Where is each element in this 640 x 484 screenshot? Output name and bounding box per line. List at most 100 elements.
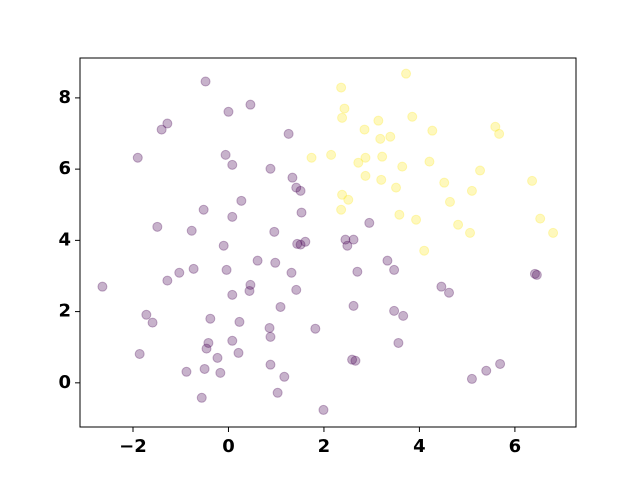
- point: [444, 287, 455, 298]
- y-tick-label: 4: [58, 229, 71, 250]
- point: [535, 213, 546, 224]
- y-tick-label: 0: [58, 372, 71, 393]
- point: [389, 264, 400, 275]
- point: [227, 159, 238, 170]
- point: [494, 128, 505, 139]
- point: [398, 310, 409, 321]
- point: [227, 289, 238, 300]
- point: [348, 234, 359, 245]
- point: [283, 128, 294, 139]
- point: [236, 195, 247, 206]
- point: [337, 189, 348, 200]
- point: [221, 264, 232, 275]
- point: [203, 337, 214, 348]
- point: [272, 387, 283, 398]
- x-tick-label: −2: [119, 436, 147, 457]
- point: [156, 124, 167, 135]
- point: [218, 240, 229, 251]
- point: [223, 106, 234, 117]
- point: [174, 267, 185, 278]
- point: [287, 172, 298, 183]
- point: [244, 285, 255, 296]
- point: [339, 103, 350, 114]
- point: [353, 157, 364, 168]
- point: [466, 373, 477, 384]
- point: [162, 118, 173, 129]
- point: [326, 149, 337, 160]
- point: [529, 268, 540, 279]
- point: [141, 309, 152, 320]
- point: [393, 337, 404, 348]
- point: [337, 112, 348, 123]
- point: [227, 335, 238, 346]
- point: [343, 194, 354, 205]
- point: [310, 323, 321, 334]
- point: [147, 317, 158, 328]
- point: [264, 322, 275, 333]
- point: [411, 214, 422, 225]
- point: [205, 313, 216, 324]
- point: [401, 68, 412, 79]
- point: [132, 152, 143, 163]
- point: [376, 174, 387, 185]
- point: [199, 363, 210, 374]
- y-tick-label: 8: [58, 87, 71, 108]
- point: [212, 352, 223, 363]
- point: [360, 152, 371, 163]
- point: [296, 207, 307, 218]
- point: [424, 156, 435, 167]
- point: [215, 367, 226, 378]
- point: [196, 392, 207, 403]
- point: [227, 211, 238, 222]
- point: [265, 163, 276, 174]
- point: [444, 196, 455, 207]
- point: [295, 239, 306, 250]
- point: [389, 305, 400, 316]
- point: [407, 111, 418, 122]
- point: [548, 227, 559, 238]
- point: [233, 347, 244, 358]
- x-tick-label: 6: [509, 436, 522, 457]
- point: [291, 284, 302, 295]
- point: [359, 124, 370, 135]
- point: [481, 365, 492, 376]
- point: [382, 255, 393, 266]
- point: [373, 115, 384, 126]
- point: [245, 99, 256, 110]
- point: [279, 371, 290, 382]
- point: [527, 175, 538, 186]
- point: [391, 182, 402, 193]
- point: [186, 225, 197, 236]
- point: [453, 219, 464, 230]
- point: [292, 238, 303, 249]
- point: [252, 255, 263, 266]
- plot-frame: [79, 57, 577, 428]
- point: [300, 236, 311, 247]
- point: [419, 245, 430, 256]
- y-tick-label: 2: [58, 301, 71, 322]
- point: [269, 226, 280, 237]
- point: [348, 300, 359, 311]
- point: [465, 227, 476, 238]
- point: [181, 366, 192, 377]
- point: [352, 266, 363, 277]
- point: [466, 185, 477, 196]
- point: [531, 269, 542, 280]
- point: [318, 404, 329, 415]
- point: [377, 151, 388, 162]
- point: [427, 125, 438, 136]
- point: [265, 331, 276, 342]
- point: [245, 279, 256, 290]
- point: [495, 358, 506, 369]
- x-tick-label: 4: [413, 436, 426, 457]
- point: [286, 267, 297, 278]
- point: [275, 301, 286, 312]
- point: [340, 234, 351, 245]
- y-tick-label: 6: [58, 158, 71, 179]
- point: [436, 281, 447, 292]
- point: [342, 240, 353, 251]
- point: [134, 348, 145, 359]
- point: [375, 133, 386, 144]
- point: [152, 221, 163, 232]
